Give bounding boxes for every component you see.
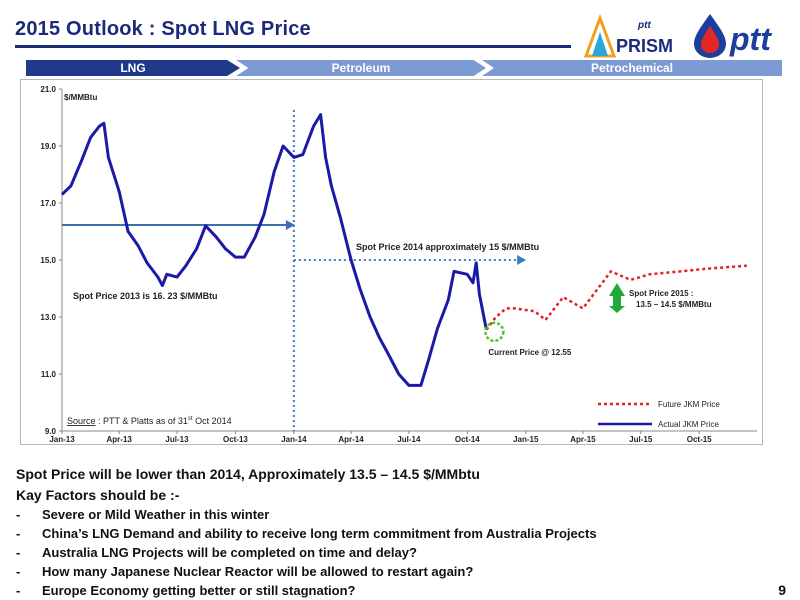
forecast-2015-range: 13.5 – 14.5 $/MMBtu — [636, 300, 712, 309]
key-factor-text: Severe or Mild Weather in this winter — [42, 507, 270, 522]
outlook-headline: Spot Price will be lower than 2014, Appr… — [16, 466, 480, 482]
y-tick-label: 9.0 — [45, 427, 57, 436]
reference-lines — [62, 110, 527, 431]
prism-text: PRISM — [616, 36, 673, 56]
avg-2013-arrowhead — [285, 219, 295, 230]
forecast-2015-label: Spot Price 2015 : — [629, 289, 693, 298]
bullet-marker: - — [16, 583, 21, 598]
annotations: Current Price @ 12.55 Spot Price 2013 is … — [67, 242, 712, 426]
legend-label: Actual JKM Price — [658, 420, 719, 429]
x-tick-label: Oct-13 — [223, 435, 248, 444]
x-tick-label: Jul-15 — [629, 435, 653, 444]
bullet-marker: - — [16, 526, 21, 541]
current-price-label: Current Price @ 12.55 — [488, 348, 571, 357]
source-label: Source — [67, 416, 96, 426]
key-factors-title: Kay Factors should be :- — [16, 487, 180, 503]
title-rule — [15, 45, 571, 48]
x-tick-label: Jul-13 — [165, 435, 189, 444]
avg-2014-label: Spot Price 2014 approximately 15 $/MMBtu — [356, 242, 539, 252]
x-tick-label: Oct-14 — [455, 435, 480, 444]
source-note: Source : PTT & Platts as of 31st Oct 201… — [67, 416, 232, 426]
actual-price-line — [60, 113, 488, 387]
key-factor-text: How many Japanese Nuclear Reactor will b… — [42, 564, 474, 579]
prism-small-text: ptt — [637, 20, 651, 31]
source-text: : PTT & Platts as of 31 — [96, 416, 188, 426]
bullet-marker: - — [16, 507, 21, 522]
ptt-prism-logo: ptt PRISM — [578, 12, 680, 60]
chart-legend: Future JKM Price Actual JKM Price — [598, 400, 720, 429]
x-tick-label: Jan-15 — [513, 435, 539, 444]
x-tick-label: Apr-14 — [338, 435, 364, 444]
y-tick-label: 17.0 — [40, 199, 56, 208]
chart-axes: 9.0 11.0 13.0 15.0 17.0 19.0 21.0 $/MMBtu Jan-13… — [40, 85, 757, 444]
current-price-marker — [484, 321, 505, 343]
x-tick-label: Apr-13 — [107, 435, 133, 444]
source-date: Oct 2014 — [193, 416, 232, 426]
y-tick-label: 15.0 — [40, 256, 56, 265]
process-step-petrochemical: Petrochemical — [482, 60, 782, 76]
x-tick-label: Jul-14 — [397, 435, 421, 444]
process-bar: LNG Petroleum Petrochemical — [0, 60, 800, 76]
x-tick-label: Jan-13 — [49, 435, 75, 444]
process-step-lng: LNG — [26, 60, 240, 76]
process-step-petroleum: Petroleum — [236, 60, 486, 76]
key-factor-text: Europe Economy getting better or still s… — [42, 583, 356, 598]
source-superscript: st — [188, 416, 193, 422]
y-unit-label: $/MMBtu — [64, 93, 97, 102]
ptt-logo: ptt — [688, 10, 794, 60]
y-tick-label: 21.0 — [40, 85, 56, 94]
y-tick-label: 19.0 — [40, 142, 56, 151]
x-tick-label: Oct-15 — [687, 435, 712, 444]
y-tick-label: 11.0 — [41, 370, 57, 379]
y-tick-label: 13.0 — [40, 313, 56, 322]
x-tick-label: Jan-14 — [281, 435, 307, 444]
avg-2014-arrowhead — [517, 255, 527, 265]
legend-label: Future JKM Price — [658, 400, 720, 409]
key-factor-text: China’s LNG Demand and ability to receiv… — [42, 526, 597, 541]
bullet-marker: - — [16, 564, 21, 579]
x-tick-label: Apr-15 — [570, 435, 596, 444]
ptt-logo-text: ptt — [729, 21, 772, 57]
key-factor-text: Australia LNG Projects will be completed… — [42, 545, 417, 560]
series-lines — [60, 113, 747, 387]
bullet-marker: - — [16, 545, 21, 560]
chart-frame — [20, 79, 763, 445]
avg-2013-label: Spot Price 2013 is 16. 23 $/MMBtu — [73, 291, 218, 301]
page-number: 9 — [778, 582, 786, 598]
forecast-arrow-down — [609, 302, 625, 313]
future-price-line — [485, 264, 747, 331]
forecast-arrow-up — [609, 283, 625, 302]
slide-title: 2015 Outlook : Spot LNG Price — [15, 18, 311, 40]
